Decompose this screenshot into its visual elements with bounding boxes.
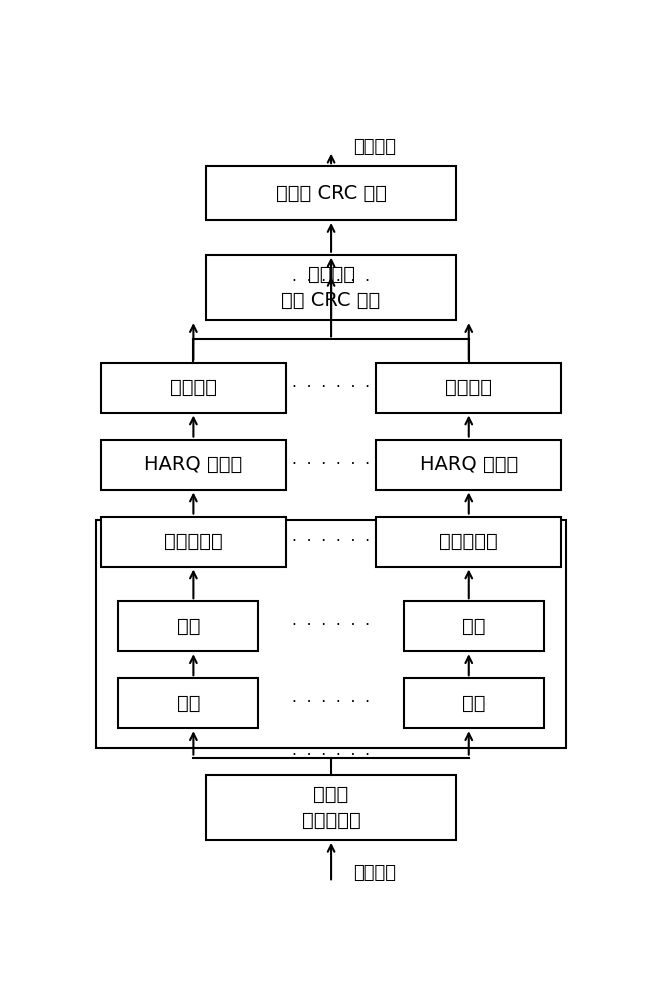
Bar [376,363,561,413]
Text: 解速率匹配: 解速率匹配 [439,532,498,551]
Text: 解调: 解调 [176,694,200,713]
Text: 信道译码: 信道译码 [445,378,492,397]
Text: ·  ·  ·  ·  ·  ·: · · · · · · [292,380,370,395]
Bar [206,255,456,320]
Text: 输出比特: 输出比特 [353,138,397,156]
Bar [206,774,456,840]
Text: 信道译码: 信道译码 [170,378,217,397]
Text: ·  ·  ·  ·  ·  ·: · · · · · · [292,695,370,710]
Text: ·  ·  ·  ·  ·  ·: · · · · · · [292,534,370,549]
Bar [101,517,286,567]
Text: ·  ·  ·  ·  ·  ·: · · · · · · [292,748,370,763]
Text: HARQ 软合并: HARQ 软合并 [420,455,518,474]
Text: 解扰: 解扰 [462,617,486,636]
Bar [101,440,286,490]
Text: 传输块 CRC 检错: 传输块 CRC 检错 [276,184,386,203]
Text: ·  ·  ·  ·  ·  ·: · · · · · · [292,274,370,289]
Bar [118,678,258,728]
Text: 解扰: 解扰 [176,617,200,636]
Bar [404,601,544,651]
Bar [206,166,456,220]
Text: ·  ·  ·  ·  ·  ·: · · · · · · [292,618,370,633]
Text: 码块级联
码块 CRC 检错: 码块级联 码块 CRC 检错 [282,265,380,310]
Text: HARQ 软合并: HARQ 软合并 [144,455,242,474]
Bar [96,520,567,748]
Bar [118,601,258,651]
Bar [101,363,286,413]
Bar [404,678,544,728]
Text: ·  ·  ·  ·  ·  ·: · · · · · · [292,457,370,472]
Text: 解速率匹配: 解速率匹配 [164,532,223,551]
Text: 接收符号: 接收符号 [353,864,397,882]
Text: 符号级
解码块级联: 符号级 解码块级联 [302,784,360,830]
Bar [376,517,561,567]
Text: 解调: 解调 [462,694,486,713]
Bar [376,440,561,490]
